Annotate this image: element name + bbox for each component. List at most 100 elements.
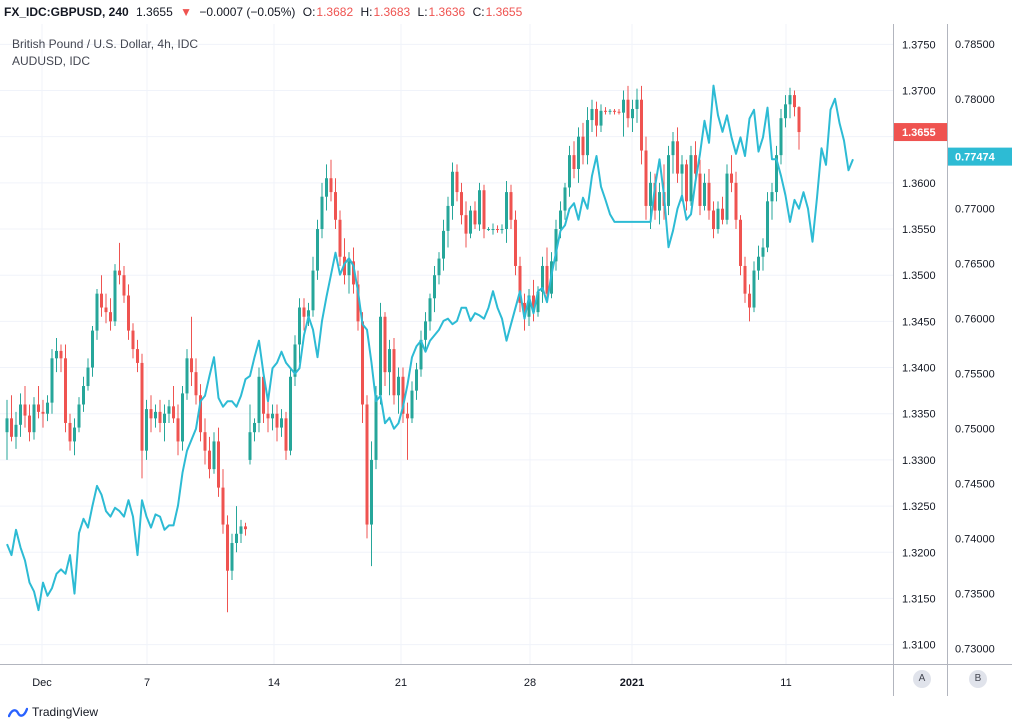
candle-body [194, 372, 198, 396]
candle-body [217, 441, 220, 488]
candle-body [230, 543, 234, 571]
candle-body [28, 415, 31, 433]
candle-body [5, 418, 9, 433]
candle-body [253, 422, 256, 433]
candle-body [563, 187, 567, 211]
audusd-line [6, 84, 854, 612]
left-axis-tick-label: 1.3450 [902, 316, 936, 328]
candle-body [779, 118, 783, 156]
candle-body [280, 418, 283, 428]
candle-body [203, 432, 207, 451]
candle-body [527, 295, 531, 317]
candle-body [748, 293, 751, 308]
candle-body [433, 275, 436, 299]
candle-body [766, 201, 769, 248]
candle-body [581, 136, 585, 156]
left-scale-button[interactable]: A [913, 670, 931, 688]
left-axis-tick-label: 1.3100 [902, 640, 936, 652]
candle-body [739, 219, 742, 266]
candle-body [590, 108, 594, 121]
candle-body [613, 110, 616, 112]
candle-body [176, 418, 180, 442]
candle-body [743, 265, 747, 294]
legend-main-series[interactable]: British Pound / U.S. Dollar, 4h, IDC [12, 37, 199, 51]
candle-body [460, 192, 463, 216]
candle-body [595, 108, 598, 126]
candle-body [586, 120, 589, 156]
left-axis-tick-label: 1.3550 [902, 224, 936, 236]
candle-body [671, 141, 675, 156]
high-label: H: [360, 5, 373, 19]
candle-body [257, 376, 261, 423]
candle-body [239, 526, 243, 534]
candle-body [473, 210, 477, 225]
candle-body [716, 208, 720, 230]
candle-body [635, 99, 639, 109]
candle-body [757, 256, 760, 271]
last-price-tag-right-label: 0.77474 [955, 152, 996, 164]
symbol-header: FX_IDC:GBPUSD, 240 1.3655 ▼ −0.0007 (−0.… [0, 0, 1012, 24]
candle-body [154, 411, 157, 419]
candle-body [541, 265, 544, 292]
candle-body [275, 413, 279, 428]
candle-body [302, 307, 306, 317]
candle-body [307, 310, 310, 317]
candle-body [113, 270, 117, 322]
candle-body [640, 99, 643, 151]
candle-body [658, 192, 661, 211]
candle-body [347, 261, 351, 276]
right-axis-tick-label: 0.75000 [955, 424, 995, 436]
candle-body [685, 164, 688, 202]
candle-body [518, 265, 522, 303]
candle-body [653, 182, 657, 211]
candle-body [374, 395, 378, 460]
time-axis-tick-label: 14 [268, 677, 280, 689]
legend-overlay-series[interactable]: AUDUSD, IDC [12, 54, 91, 68]
candle-body [491, 229, 495, 231]
candle-body [19, 404, 22, 425]
candle-body [163, 413, 166, 423]
left-axis-tick-label: 1.3700 [902, 85, 936, 97]
candle-body [293, 344, 297, 377]
candle-body [149, 409, 153, 419]
symbol-name[interactable]: FX_IDC:GBPUSD, 240 [4, 5, 129, 19]
candle-body [221, 487, 225, 525]
right-axis-tick-label: 0.78000 [955, 94, 995, 106]
candles-layer [5, 85, 801, 613]
candle-body [365, 404, 369, 525]
candle-body [77, 404, 81, 428]
tradingview-logo[interactable]: TradingView [8, 703, 98, 721]
candle-body [608, 110, 612, 112]
candle-body [554, 229, 558, 262]
right-axis-tick-label: 0.73000 [955, 644, 995, 656]
candle-body [262, 376, 265, 414]
left-axis-tick-label: 1.3200 [902, 547, 936, 559]
candle-body [212, 441, 216, 470]
left-axis-tick-label: 1.3400 [902, 363, 936, 375]
candle-body [136, 349, 139, 363]
candle-body [536, 291, 540, 313]
candle-body [131, 330, 135, 350]
right-scale-button[interactable]: B [969, 670, 987, 688]
price-chart[interactable]: 1.37501.37001.36501.36001.35501.35001.34… [0, 24, 1012, 696]
candle-body [775, 155, 778, 193]
candle-body [446, 205, 450, 231]
candle-body [320, 196, 324, 230]
candle-body [271, 413, 274, 419]
candle-body [631, 108, 634, 119]
candle-body [379, 316, 382, 396]
left-axis-tick-label: 1.3500 [902, 270, 936, 282]
left-axis-tick-label: 1.3350 [902, 409, 936, 421]
candle-body [370, 459, 373, 525]
candle-body [208, 450, 211, 470]
candle-body [284, 418, 288, 451]
time-axis-tick-label: 2021 [620, 677, 644, 689]
candle-body [770, 192, 774, 202]
candle-body [577, 136, 580, 169]
candle-body [82, 386, 85, 405]
time-axis-tick-label: 21 [395, 677, 407, 689]
candle-body [64, 358, 67, 423]
time-axis-tick-label: 7 [144, 677, 150, 689]
candle-body [329, 178, 333, 193]
candle-body [86, 367, 90, 387]
